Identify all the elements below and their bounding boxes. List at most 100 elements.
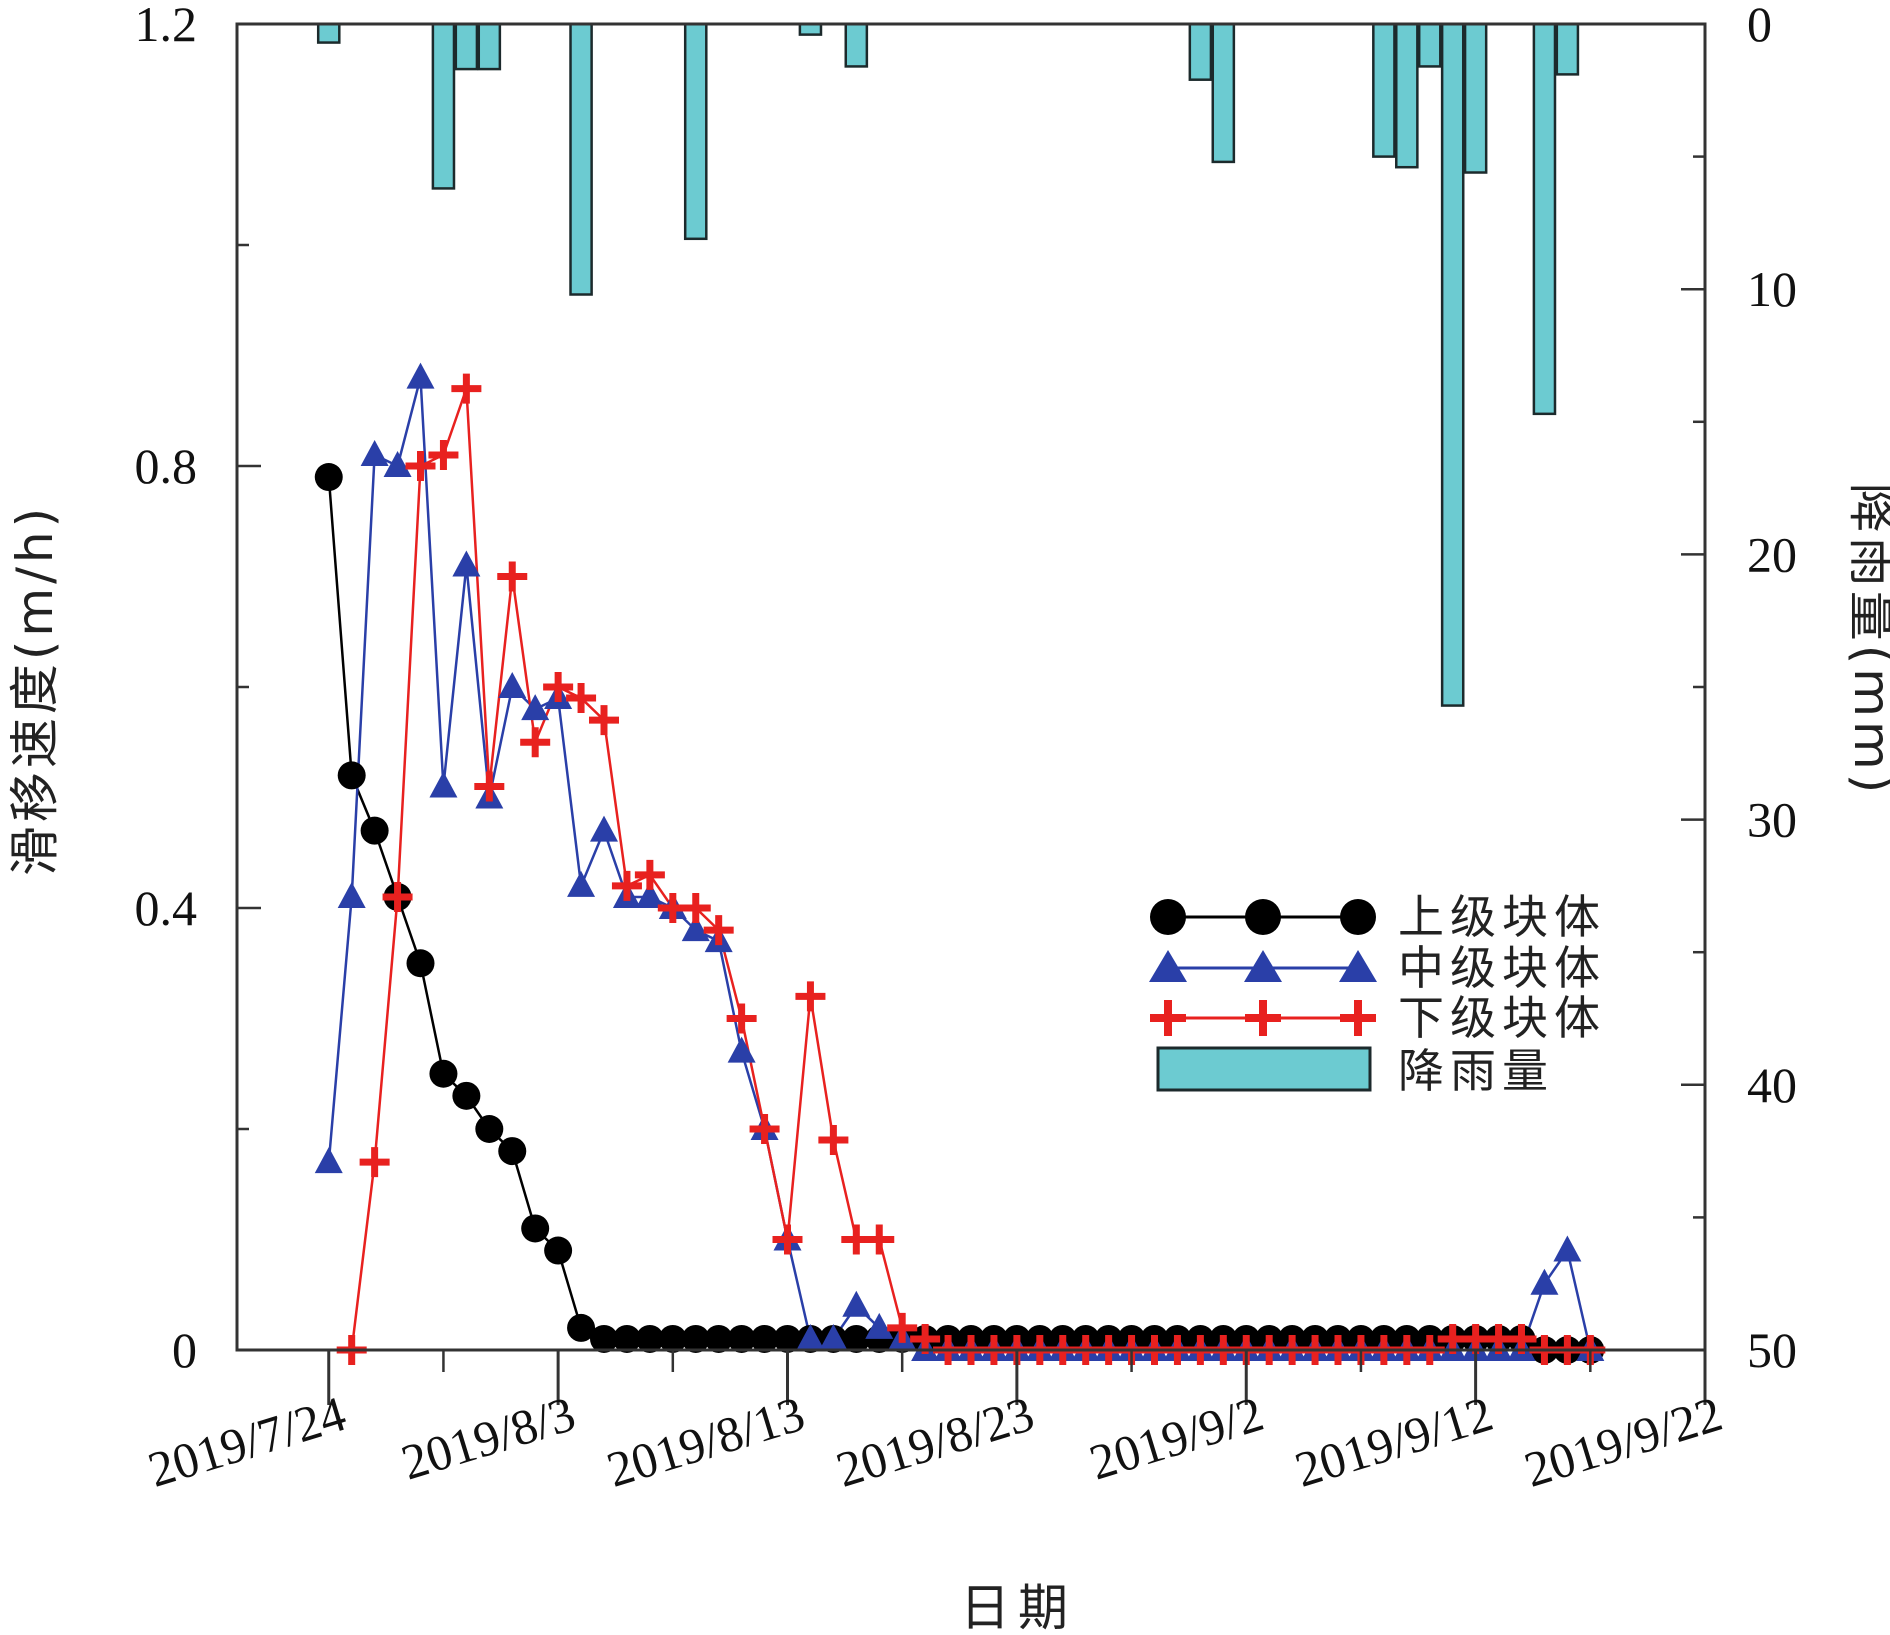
data-point-lower <box>611 870 642 901</box>
data-point-lower <box>634 859 665 890</box>
x-tick-label: 2019/8/3 <box>395 1385 581 1491</box>
rain-bar <box>1555 22 1580 76</box>
data-point-lower <box>451 373 482 404</box>
rain-bar <box>477 22 502 71</box>
y-left-axis-title: 滑移速度(m/h) <box>6 504 64 876</box>
data-point-middle <box>681 915 710 942</box>
data-point-middle <box>498 672 527 698</box>
x-tick-label: 2019/8/13 <box>600 1385 810 1498</box>
velocity-series <box>314 362 1606 1365</box>
data-point-upper <box>567 1313 596 1342</box>
legend-marker-upper <box>1340 899 1376 935</box>
y-right-tick-label: 20 <box>1747 526 1797 582</box>
legend-marker-middle <box>1244 950 1282 982</box>
data-point-lower <box>680 893 711 923</box>
x-tick-label: 2019/7/24 <box>142 1385 352 1498</box>
data-point-middle <box>337 881 366 908</box>
data-point-middle <box>819 1323 848 1350</box>
data-point-middle <box>452 550 481 577</box>
rain-bar <box>1188 22 1213 81</box>
data-point-middle <box>521 694 550 721</box>
data-point-lower <box>543 672 574 702</box>
rain-bar <box>1440 22 1465 707</box>
data-point-upper <box>337 761 366 790</box>
data-point-lower <box>864 1224 895 1255</box>
y-left-tick-label: 0 <box>172 1322 197 1378</box>
data-point-middle <box>842 1290 871 1317</box>
y-right-tick-label: 10 <box>1747 261 1797 317</box>
data-point-lower <box>474 771 505 802</box>
data-point-upper <box>704 1324 733 1353</box>
data-point-upper <box>360 816 389 845</box>
data-point-lower <box>405 451 436 481</box>
data-point-middle <box>406 362 435 389</box>
data-point-lower <box>497 561 528 592</box>
data-point-upper <box>314 463 343 492</box>
data-point-upper <box>658 1324 687 1353</box>
data-point-upper <box>681 1324 710 1353</box>
data-point-lower <box>566 683 597 714</box>
data-point-lower <box>818 1125 849 1156</box>
y-right-tick-label: 40 <box>1747 1057 1797 1113</box>
x-tick-label: 2019/8/23 <box>830 1385 1040 1498</box>
x-tick-label: 2019/9/22 <box>1518 1385 1728 1498</box>
rain-bar <box>844 22 869 68</box>
y-right-tick-label: 50 <box>1747 1322 1797 1378</box>
y-right-axis-title: 降雨量(mm) <box>1843 483 1890 797</box>
rain-bar <box>1395 22 1419 169</box>
y-left-tick-label: 0.4 <box>135 880 198 936</box>
data-point-upper <box>521 1214 550 1243</box>
legend-label-lower: 下级块体 <box>1398 991 1606 1045</box>
rain-bar <box>1463 22 1488 174</box>
data-point-lower <box>359 1147 390 1178</box>
data-point-upper <box>635 1324 664 1353</box>
data-point-lower <box>703 915 734 946</box>
data-point-middle <box>796 1323 825 1350</box>
rain-bar <box>316 22 341 44</box>
data-point-middle <box>429 771 458 798</box>
plot-frame <box>235 22 1707 1352</box>
rain-bar <box>1417 22 1442 68</box>
legend-marker-middle <box>1339 950 1377 982</box>
data-point-upper <box>842 1324 871 1353</box>
data-point-lower <box>726 1003 757 1034</box>
rain-bar <box>1211 22 1236 164</box>
data-point-lower <box>428 439 459 470</box>
data-point-upper <box>544 1236 573 1265</box>
series-line <box>350 388 1591 1352</box>
data-point-middle <box>1553 1235 1582 1262</box>
x-tick-label: 2019/9/2 <box>1083 1385 1269 1491</box>
legend-marker-middle <box>1149 950 1187 982</box>
x-tick-label: 2019/9/12 <box>1289 1385 1499 1498</box>
data-point-upper <box>498 1137 527 1166</box>
data-point-lower <box>795 981 826 1012</box>
data-point-upper <box>452 1081 481 1110</box>
data-point-middle <box>635 881 664 908</box>
data-point-middle <box>383 451 412 477</box>
data-point-lower <box>887 1312 918 1343</box>
rain-bar <box>1532 22 1557 416</box>
data-point-upper <box>429 1059 458 1088</box>
data-point-upper <box>750 1324 779 1353</box>
y-right-tick-label: 30 <box>1747 792 1797 848</box>
legend-label-rain: 降雨量 <box>1398 1044 1554 1098</box>
data-point-lower <box>589 705 619 736</box>
rain-bar <box>569 22 593 296</box>
data-point-middle <box>727 1036 756 1063</box>
data-point-middle <box>590 815 618 842</box>
data-point-lower <box>382 881 413 912</box>
rain-bar <box>454 22 479 71</box>
legend-label-upper: 上级块体 <box>1398 890 1606 944</box>
data-point-upper <box>727 1324 756 1353</box>
data-point-middle <box>360 439 389 466</box>
data-point-upper <box>475 1115 504 1143</box>
data-point-upper <box>590 1324 618 1353</box>
data-point-middle <box>865 1312 894 1339</box>
rain-bar <box>798 22 823 36</box>
data-point-lower <box>772 1224 803 1255</box>
rainfall-bars <box>316 22 1580 707</box>
data-point-lower <box>520 727 551 758</box>
series-line <box>327 377 1592 1352</box>
